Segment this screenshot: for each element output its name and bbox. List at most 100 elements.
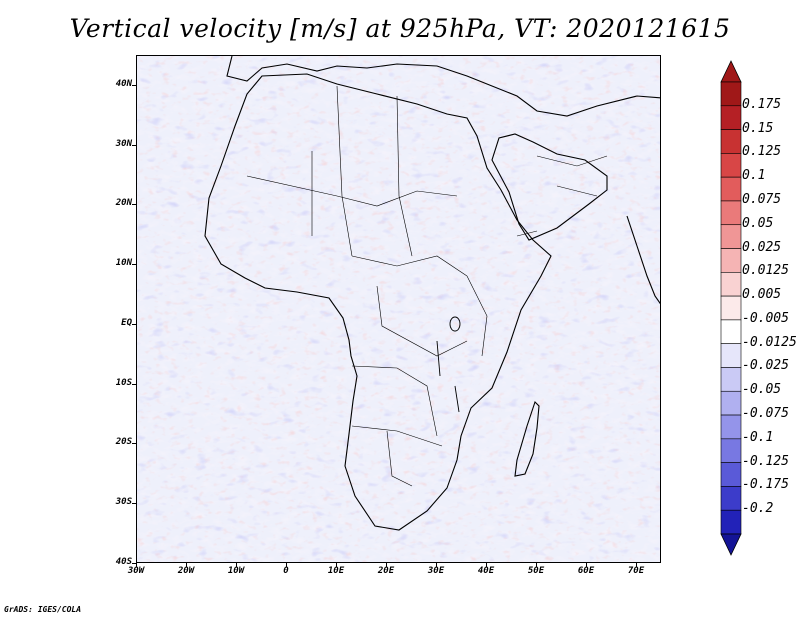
lon-tick-mark — [636, 563, 637, 567]
lat-tick-mark — [132, 84, 136, 86]
lat-tick-mark — [132, 264, 136, 266]
madagascar-coast — [514, 400, 540, 477]
colorbar-swatch — [720, 153, 742, 178]
colorbar-level-label: -0.1 — [742, 429, 774, 445]
africa-coast — [204, 73, 552, 531]
colorbar-level-label: -0.0125 — [742, 334, 797, 350]
colorbar-swatch — [720, 343, 742, 368]
lon-tick-label: 20E — [377, 566, 395, 576]
lon-tick-label: 30E — [427, 566, 445, 576]
border — [516, 230, 538, 237]
india-coast — [626, 215, 660, 305]
lat-tick-label: EQ — [121, 317, 132, 328]
lon-tick-label: 70E — [627, 566, 645, 576]
colorbar-swatch — [720, 248, 742, 273]
colorbar-level-label: 0.175 — [742, 96, 782, 112]
colorbar-level-label: -0.125 — [742, 453, 789, 469]
lon-tick-label: 0 — [283, 566, 289, 576]
lat-tick-label: 40S — [115, 557, 132, 567]
border — [536, 155, 608, 167]
lat-tick-mark — [132, 144, 136, 146]
colorbar-level-label: -0.175 — [742, 477, 789, 493]
border — [336, 85, 353, 257]
lake-victoria — [449, 316, 461, 332]
colorbar-swatch — [720, 462, 742, 487]
lon-tick-label: 60E — [577, 566, 595, 576]
border — [351, 425, 443, 447]
lon-tick-mark — [436, 563, 437, 567]
lon-tick-label: 30W — [127, 566, 145, 576]
lat-tick-label: 30N — [115, 138, 132, 149]
border — [351, 255, 468, 277]
colorbar-level-label: 0.075 — [742, 191, 782, 207]
border — [351, 365, 438, 437]
colorbar-level-label: -0.075 — [742, 406, 789, 422]
lat-tick-label: 20N — [115, 198, 132, 209]
lon-tick-mark — [336, 563, 337, 567]
lon-tick-mark — [186, 563, 187, 567]
lat-tick-mark — [132, 503, 136, 505]
colorbar-swatch — [720, 414, 742, 440]
colorbar-swatch — [720, 319, 742, 344]
border — [376, 285, 468, 357]
colorbar-level-label: 0.15 — [742, 120, 774, 136]
lat-tick-mark — [132, 383, 136, 385]
border — [556, 185, 598, 197]
lon-tick-mark — [586, 563, 587, 567]
arabia-coast — [491, 133, 608, 241]
colorbar-swatch — [720, 105, 742, 130]
colorbar-swatch — [720, 224, 742, 249]
colorbar-swatch — [720, 509, 742, 535]
colorbar-swatch — [720, 438, 742, 463]
lat-tick-label: 10S — [115, 377, 132, 388]
colorbar-level-label: -0.005 — [742, 310, 789, 326]
lon-tick-mark — [236, 563, 237, 567]
lake-tanganyika — [436, 340, 441, 377]
colorbar-top-arrow — [720, 60, 742, 83]
coastlines — [204, 56, 660, 531]
lat-tick-label: 20S — [115, 437, 132, 448]
colorbar — [720, 60, 742, 556]
colorbar-swatch — [720, 390, 742, 416]
grads-credit: GrADS: IGES/COLA — [4, 605, 82, 614]
colorbar-swatch — [720, 486, 742, 511]
colorbar-swatch — [720, 200, 742, 226]
lon-tick-label: 20W — [177, 566, 195, 576]
colorbar-swatch — [720, 295, 742, 321]
colorbar-swatch — [720, 272, 742, 297]
lon-tick-label: 40E — [477, 566, 495, 576]
europe-asia-coast — [226, 56, 660, 117]
colorbar-level-label: -0.2 — [742, 501, 774, 517]
lat-tick-mark — [132, 323, 136, 325]
lon-tick-mark — [386, 563, 387, 567]
colorbar-level-label: 0.125 — [742, 144, 782, 160]
border — [396, 95, 413, 257]
lat-tick-mark — [132, 443, 136, 445]
lat-tick-mark — [132, 204, 136, 206]
country-borders — [246, 85, 608, 487]
lat-tick-mark — [132, 563, 136, 564]
lat-tick-label: 10N — [115, 258, 132, 269]
colorbar-swatch — [720, 81, 742, 107]
colorbar-swatch — [720, 367, 742, 392]
vertical-velocity-map — [137, 56, 660, 562]
colorbar-swatch — [720, 129, 742, 154]
lon-tick-mark — [486, 563, 487, 567]
border — [466, 275, 488, 357]
plot-title: Vertical velocity [m/s] at 925hPa, VT: 2… — [69, 14, 731, 43]
lon-tick-label: 10E — [327, 566, 345, 576]
lon-tick-mark — [286, 563, 287, 567]
border — [246, 175, 458, 207]
lon-tick-mark — [536, 563, 537, 567]
colorbar-level-label: 0.05 — [742, 215, 774, 231]
lat-tick-label: 30S — [115, 497, 132, 508]
field-uplift-texture — [137, 56, 660, 562]
lon-tick-label: 50E — [527, 566, 545, 576]
lat-tick-label: 40N — [115, 78, 132, 89]
colorbar-bottom-arrow — [720, 533, 742, 556]
colorbar-level-label: 0.1 — [742, 168, 766, 184]
colorbar-level-label: 0.0125 — [742, 263, 789, 279]
lake-malawi — [454, 385, 460, 413]
lon-tick-mark — [136, 563, 137, 567]
colorbar-swatch — [720, 176, 742, 202]
